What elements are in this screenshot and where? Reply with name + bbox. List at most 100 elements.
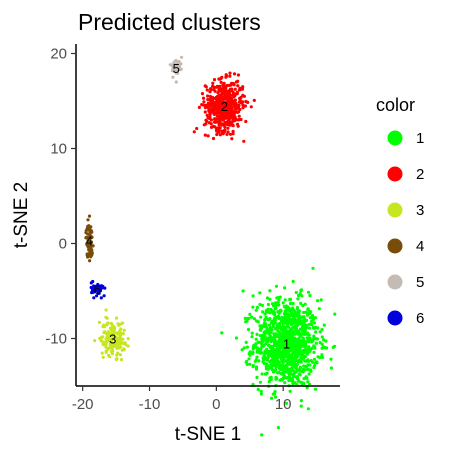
legend-swatch <box>387 238 403 254</box>
data-point <box>299 399 303 403</box>
data-point <box>248 351 252 355</box>
data-point <box>90 235 94 239</box>
data-point <box>241 85 245 89</box>
data-point <box>263 351 267 355</box>
data-point <box>104 308 108 312</box>
data-point <box>206 134 210 138</box>
data-point <box>126 337 130 341</box>
data-point <box>93 339 97 343</box>
data-point <box>99 284 104 288</box>
data-point <box>254 342 258 346</box>
data-point <box>211 136 216 141</box>
data-point <box>245 345 249 349</box>
data-point <box>88 231 92 235</box>
data-point <box>87 228 91 232</box>
data-point <box>283 305 287 309</box>
legend-title: color <box>376 95 415 115</box>
data-point <box>274 343 278 348</box>
data-point <box>297 358 301 362</box>
data-point <box>267 323 271 327</box>
data-point <box>177 64 181 68</box>
data-point <box>298 353 302 357</box>
data-point <box>300 294 304 298</box>
data-point <box>86 255 90 259</box>
data-point <box>271 325 275 329</box>
data-point <box>284 313 288 317</box>
data-point <box>267 380 271 384</box>
data-point <box>312 364 316 368</box>
data-point <box>265 337 269 341</box>
data-point <box>250 335 254 339</box>
data-point <box>104 315 108 319</box>
data-point <box>291 279 295 284</box>
data-point <box>291 365 295 369</box>
data-point <box>105 335 109 339</box>
data-point <box>286 350 290 354</box>
legend-item-6: 6 <box>387 310 424 327</box>
data-point <box>210 101 214 106</box>
data-point <box>109 342 113 346</box>
data-point <box>260 433 264 437</box>
data-point <box>90 248 94 252</box>
data-point <box>119 358 124 362</box>
data-point <box>299 404 303 408</box>
data-point <box>283 333 287 337</box>
cluster-labels: 1 2 3 4 5 6 <box>86 61 290 351</box>
y-tick-label: 20 <box>50 46 67 63</box>
data-point <box>228 83 232 87</box>
data-point <box>97 291 101 295</box>
data-point <box>315 361 319 365</box>
data-point <box>294 352 298 356</box>
data-point <box>213 117 217 121</box>
data-point <box>244 320 248 324</box>
data-point <box>305 386 309 390</box>
data-point <box>281 324 285 328</box>
data-point <box>250 331 254 335</box>
data-point <box>308 293 312 298</box>
data-point <box>269 366 274 370</box>
data-point <box>91 279 95 284</box>
cluster-1-label: 1 <box>283 336 290 351</box>
data-point <box>230 121 234 125</box>
data-point <box>217 126 221 130</box>
data-point <box>276 426 280 430</box>
data-point <box>298 333 302 337</box>
data-point <box>291 381 295 385</box>
data-point <box>202 123 206 127</box>
data-point <box>115 345 120 349</box>
data-point <box>269 307 273 312</box>
data-point <box>84 235 88 240</box>
data-point <box>320 353 324 357</box>
data-point <box>99 296 103 300</box>
data-point <box>279 336 283 340</box>
data-point <box>121 337 125 341</box>
data-point <box>293 348 297 352</box>
data-point <box>179 67 183 71</box>
data-point <box>208 94 212 99</box>
data-point <box>220 331 224 335</box>
data-point <box>266 356 270 360</box>
data-point <box>259 315 263 319</box>
data-point <box>87 214 92 218</box>
data-point <box>115 357 119 361</box>
data-point <box>300 315 305 319</box>
data-point <box>222 123 226 127</box>
data-point <box>241 289 245 293</box>
data-point <box>254 365 259 369</box>
data-point <box>219 98 223 103</box>
data-point <box>303 318 307 322</box>
data-point <box>220 130 224 135</box>
data-point <box>317 307 321 311</box>
data-point <box>305 376 309 380</box>
data-point <box>244 340 248 344</box>
data-point <box>222 96 226 100</box>
data-point <box>298 347 302 351</box>
data-point <box>104 350 108 354</box>
legend-item-1: 1 <box>387 130 424 147</box>
data-point <box>206 94 210 98</box>
data-point <box>311 266 315 270</box>
x-tick-label: -10 <box>139 396 161 413</box>
data-point <box>270 319 274 324</box>
cluster-1-points <box>220 266 337 437</box>
